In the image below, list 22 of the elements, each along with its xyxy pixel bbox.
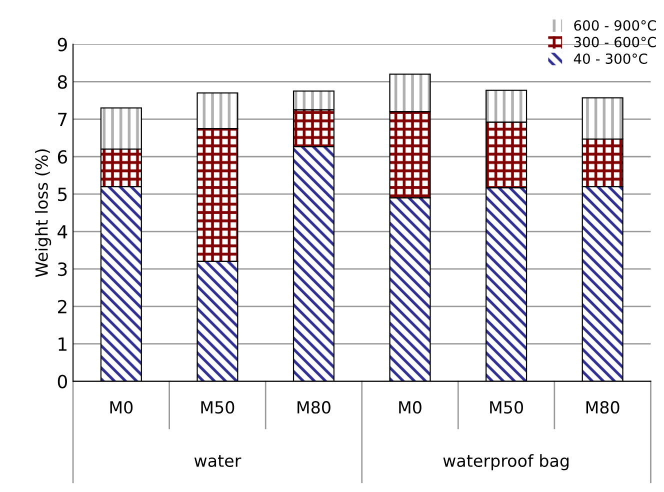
text: water	[194, 455, 242, 468]
text: waterproof bag	[443, 454, 569, 470]
y-tick-label: 2	[58, 300, 66, 314]
legend-label: 40 - 300°C	[574, 53, 648, 64]
x-tick-label: M80	[586, 401, 620, 414]
x-tick-label: M0	[399, 401, 422, 414]
y-tick-label: 5	[58, 188, 67, 202]
y-tick-label: 9	[58, 38, 67, 52]
y-tick-label: 4	[58, 225, 68, 238]
y-tick-label: 6	[58, 150, 68, 164]
y-tick-label: 8	[58, 75, 67, 89]
x-tick-label: M80	[298, 401, 330, 414]
y-tick-label: 1	[58, 338, 67, 351]
legend-label: 300 - 600°C	[574, 36, 656, 48]
x-tick-label: M50	[201, 401, 234, 414]
y-axis-title: Weight loss (%)	[35, 149, 52, 278]
y-tick-label: 0	[58, 374, 67, 388]
y-tick-label: 3	[58, 262, 67, 276]
y-tick-label: 7	[58, 112, 67, 126]
legend-label: 600 - 900°C	[574, 20, 656, 31]
x-tick-label: M0	[110, 401, 133, 414]
x-tick-label: M50	[490, 401, 523, 414]
